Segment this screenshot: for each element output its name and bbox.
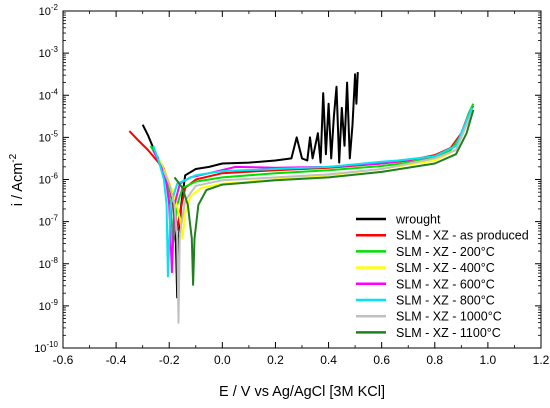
y-tick-label: 10-3: [39, 45, 59, 60]
legend-label-5: SLM - XZ - 800°C: [396, 294, 495, 308]
series-line-6: [162, 109, 475, 324]
y-tick-label: 10-5: [39, 129, 59, 144]
y-tick-label: 10-2: [39, 3, 59, 18]
legend-label-6: SLM - XZ - 1000°C: [396, 310, 502, 324]
legend-label-2: SLM - XZ - 200°C: [396, 245, 495, 259]
series-line-0: [141, 72, 359, 299]
series-line-7: [173, 109, 475, 286]
y-axis-label-exponent: -2: [8, 153, 19, 162]
legend-label-7: SLM - XZ - 1100°C: [396, 326, 501, 340]
x-tick-label: 0.6: [373, 353, 390, 367]
x-tick-label: 0.8: [426, 353, 443, 367]
x-tick-label: 0.2: [267, 353, 284, 367]
y-tick-label: 10-8: [39, 256, 59, 271]
y-tick-label: 10-4: [39, 87, 59, 102]
legend-label-4: SLM - XZ - 600°C: [396, 277, 495, 291]
x-axis-ticks: -0.6 -0.4 -0.2 0.0 0.2 0.4 0.6 0.8 1.0 1.2: [53, 11, 550, 367]
y-tick-label: 10-9: [39, 298, 59, 313]
y-tick-label: 10-6: [39, 172, 59, 187]
x-tick-label: -0.4: [106, 353, 127, 367]
legend-label-0: wrought: [395, 213, 441, 227]
y-axis-ticks: 10-10 10-9 10-8 10-7 10-6 10-5 10-4 10-3 10-2: [34, 3, 541, 355]
x-tick-label: -0.6: [53, 353, 74, 367]
y-axis-label: i / Acm-2: [8, 153, 26, 206]
x-tick-label: 1.2: [533, 353, 550, 367]
legend-label-1: SLM - XZ - as produced: [396, 229, 529, 243]
legend: wrought SLM - XZ - as produced SLM - XZ - …: [356, 213, 529, 340]
y-tick-label: 10-7: [39, 214, 59, 229]
x-tick-label: 1.0: [480, 353, 497, 367]
x-tick-label: 0.0: [214, 353, 231, 367]
legend-label-3: SLM - XZ - 400°C: [396, 261, 495, 275]
x-axis-label: E / V vs Ag/AgCl [3M KCl]: [219, 384, 385, 400]
series-line-5: [152, 107, 473, 278]
y-axis-label-main: i / Acm: [10, 163, 26, 207]
y-tick-label: 10-10: [34, 340, 58, 355]
series-layer: [128, 72, 475, 324]
x-tick-label: 0.4: [320, 353, 337, 367]
x-tick-label: -0.2: [159, 353, 180, 367]
